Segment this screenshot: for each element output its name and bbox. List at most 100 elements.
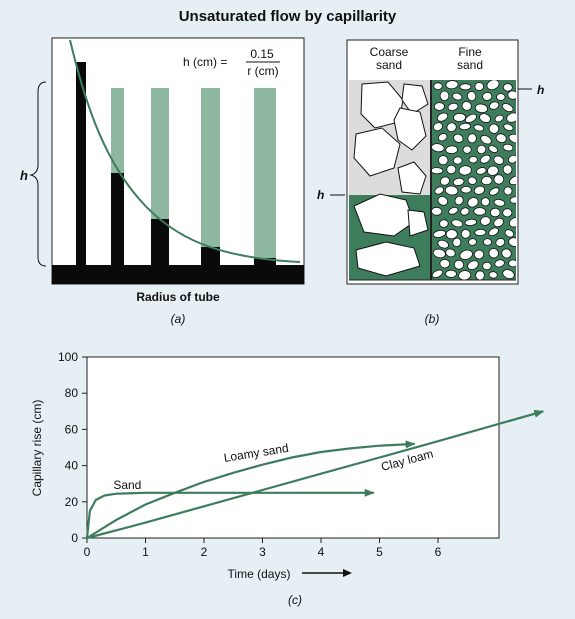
fine-grain — [461, 101, 472, 111]
plot-area — [86, 356, 500, 539]
series-clay-loam-line — [86, 409, 545, 540]
x-tick-label: 6 — [435, 545, 442, 559]
fine-grain — [475, 270, 485, 280]
fine-grain — [468, 155, 478, 164]
fine-grain — [438, 133, 448, 142]
fine-grain — [432, 229, 447, 238]
fine-grain — [509, 175, 516, 186]
coarse-grain — [397, 161, 427, 195]
coarse-grain — [393, 107, 427, 151]
fine-grain — [437, 196, 449, 206]
fine-grain — [432, 269, 444, 279]
fine-grain — [451, 219, 464, 228]
fine-grain — [432, 143, 445, 153]
panel-a-caption: (a) — [171, 312, 186, 326]
fine-grain — [502, 269, 515, 280]
fine-grain — [460, 207, 470, 216]
x-tick-label: 3 — [259, 545, 266, 559]
panel-a-h-label: h — [20, 168, 28, 183]
y-tick-label: 80 — [65, 386, 79, 400]
fine-grain — [452, 237, 462, 248]
fine-grain — [488, 123, 500, 134]
panel-b-h-right: h — [537, 83, 544, 97]
fine-grain — [439, 90, 450, 101]
fine-grain — [432, 248, 446, 259]
x-axis-arrow-icon — [343, 569, 352, 577]
tube-3-water — [151, 219, 169, 267]
tube-4-water — [201, 247, 220, 267]
fine-grain — [502, 164, 513, 175]
tube-3-glass — [151, 88, 169, 219]
fine-grain — [483, 238, 492, 246]
fine-sand-grains — [432, 80, 516, 280]
fine-grain — [439, 258, 451, 269]
fine-grain — [480, 135, 492, 145]
fine-grain — [506, 112, 516, 123]
coarse-grain — [355, 241, 421, 277]
fine-grain — [448, 207, 459, 215]
tube-5-water — [254, 258, 276, 267]
formula-lhs: h (cm) = — [183, 55, 227, 69]
fine-grain — [447, 102, 459, 111]
fine-grain — [493, 174, 505, 185]
fine-grain — [445, 145, 459, 155]
fine-grain — [502, 83, 513, 92]
coarse-grain — [407, 209, 429, 237]
fine-grain — [473, 124, 485, 132]
fine-grain — [476, 167, 487, 175]
coarse-sand-label-2: sand — [376, 58, 402, 72]
fine-grain — [476, 144, 487, 155]
fine-grain — [486, 80, 500, 91]
fine-grain — [502, 208, 513, 218]
fine-grain — [474, 103, 488, 114]
fine-grain — [437, 239, 450, 249]
y-tick-label: 20 — [65, 495, 79, 509]
fine-grain — [434, 186, 444, 195]
fine-grain — [507, 154, 516, 164]
tube-2-glass — [111, 88, 124, 173]
fine-sand-label-1: Fine — [458, 45, 482, 59]
fine-grain — [501, 103, 514, 113]
panel-c-caption: (c) — [288, 593, 302, 607]
fine-grain — [503, 186, 513, 196]
fine-grain — [436, 112, 449, 122]
x-tick-label: 1 — [142, 545, 149, 559]
fine-grain — [466, 91, 477, 102]
fine-grain — [496, 93, 506, 101]
fine-grain — [467, 133, 477, 144]
x-tick-label: 5 — [376, 545, 383, 559]
fine-grain — [508, 133, 516, 144]
fine-grain — [473, 185, 486, 195]
fine-grain — [459, 83, 472, 91]
fine-grain — [482, 91, 493, 101]
fine-grain — [507, 90, 516, 100]
tube-4-glass — [201, 88, 220, 247]
fine-sand-label-2: sand — [457, 58, 483, 72]
fine-grain — [445, 80, 459, 90]
fine-grain — [501, 248, 512, 259]
fine-grain — [452, 112, 467, 122]
fine-grain — [433, 122, 443, 132]
x-tick-label: 4 — [318, 545, 325, 559]
fine-grain — [480, 197, 490, 207]
fine-grain — [460, 185, 472, 194]
fine-grain — [464, 113, 477, 124]
fine-grain — [438, 155, 449, 166]
tube-2-water — [111, 173, 124, 267]
fine-grain — [494, 259, 505, 268]
fine-grain — [473, 207, 487, 216]
fine-grain — [468, 238, 477, 246]
x-tick-label: 0 — [84, 545, 91, 559]
fine-grain — [508, 259, 516, 268]
fine-grain — [446, 122, 457, 133]
series-loamy-sand-line — [86, 440, 416, 539]
fine-grain — [495, 133, 507, 143]
fine-grain — [479, 216, 491, 226]
fine-grain — [488, 145, 498, 153]
fine-grain — [439, 176, 450, 186]
x-axis-label: Time (days) — [228, 567, 291, 581]
series-sand-line — [85, 488, 375, 539]
fine-grain — [460, 229, 471, 239]
